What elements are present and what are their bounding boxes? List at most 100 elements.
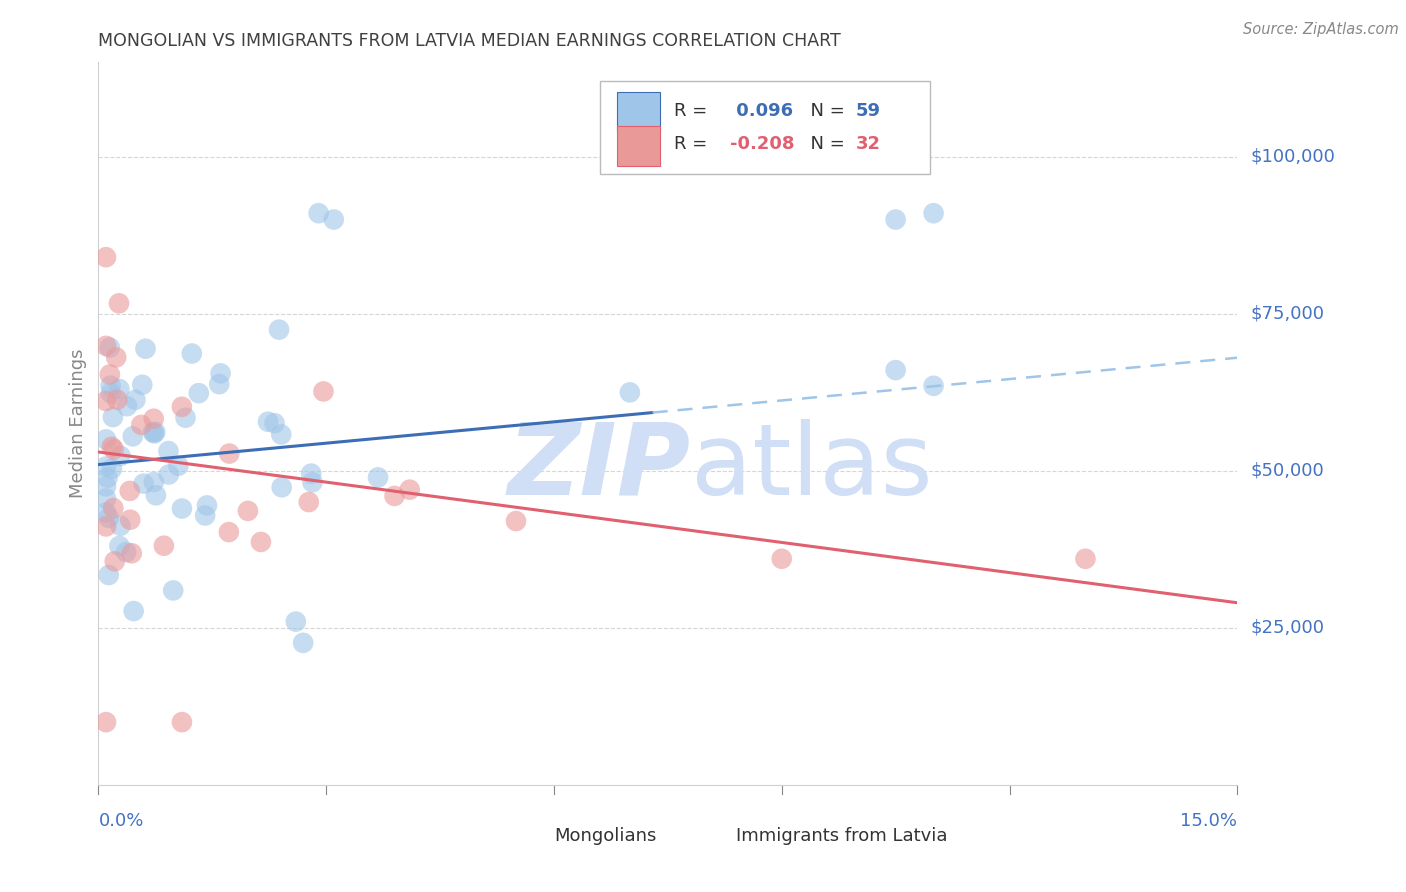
Point: [770, 551, 793, 566]
Point: [98, 341, 121, 355]
Point: [322, 212, 344, 227]
Point: [129, 417, 152, 432]
Point: [312, 384, 335, 399]
Point: [100, 386, 122, 401]
Point: [101, 461, 124, 475]
Point: [208, 377, 231, 392]
Text: R =: R =: [673, 136, 713, 153]
Point: [108, 539, 131, 553]
Point: [308, 206, 330, 220]
Point: [124, 392, 146, 407]
Point: [505, 514, 527, 528]
Point: [180, 346, 202, 360]
Point: [153, 539, 176, 553]
Text: Source: ZipAtlas.com: Source: ZipAtlas.com: [1243, 22, 1399, 37]
Point: [143, 426, 166, 441]
Point: [195, 499, 218, 513]
Point: [884, 363, 907, 377]
Point: [619, 385, 641, 400]
Point: [115, 545, 138, 559]
Point: [398, 483, 420, 497]
Point: [298, 495, 321, 509]
Text: ZIP: ZIP: [508, 418, 690, 516]
Point: [118, 483, 141, 498]
Text: 59: 59: [856, 102, 880, 120]
Point: [142, 425, 165, 439]
Point: [170, 400, 193, 414]
Point: [267, 323, 290, 337]
Point: [101, 410, 124, 425]
Point: [167, 458, 190, 473]
Point: [922, 206, 945, 220]
Point: [103, 442, 125, 457]
Point: [94, 250, 117, 264]
Point: [1074, 551, 1097, 566]
Text: 32: 32: [856, 136, 880, 153]
Point: [94, 715, 117, 730]
Text: 15.0%: 15.0%: [1180, 813, 1237, 830]
Point: [103, 501, 125, 516]
Point: [263, 416, 285, 430]
Text: N =: N =: [799, 102, 851, 120]
Point: [100, 440, 122, 454]
Point: [194, 508, 217, 523]
Point: [98, 368, 121, 382]
Point: [120, 513, 142, 527]
Point: [132, 476, 155, 491]
Point: [94, 459, 117, 474]
FancyBboxPatch shape: [617, 126, 659, 166]
Point: [94, 519, 117, 533]
Point: [94, 433, 117, 447]
Point: [187, 386, 209, 401]
Point: [236, 504, 259, 518]
FancyBboxPatch shape: [599, 80, 929, 175]
Point: [292, 636, 315, 650]
FancyBboxPatch shape: [509, 821, 546, 850]
Point: [105, 392, 128, 407]
Point: [257, 415, 280, 429]
Point: [100, 378, 122, 392]
Point: [94, 506, 117, 520]
Point: [94, 339, 117, 353]
Point: [105, 351, 128, 365]
Text: MONGOLIAN VS IMMIGRANTS FROM LATVIA MEDIAN EARNINGS CORRELATION CHART: MONGOLIAN VS IMMIGRANTS FROM LATVIA MEDI…: [98, 32, 841, 50]
Y-axis label: Median Earnings: Median Earnings: [69, 349, 87, 499]
Text: $100,000: $100,000: [1251, 148, 1336, 166]
Point: [142, 475, 165, 489]
Point: [131, 377, 153, 392]
Point: [134, 342, 156, 356]
Point: [122, 604, 145, 618]
Point: [884, 212, 907, 227]
Text: 0.0%: 0.0%: [98, 813, 143, 830]
Point: [110, 449, 132, 463]
Point: [108, 296, 131, 310]
Text: R =: R =: [673, 102, 713, 120]
Point: [170, 715, 193, 730]
Point: [145, 488, 167, 502]
Point: [209, 367, 232, 381]
Point: [170, 501, 193, 516]
Point: [157, 444, 180, 458]
Point: [108, 382, 131, 396]
Point: [299, 467, 322, 481]
Point: [270, 480, 292, 494]
Point: [218, 525, 240, 540]
Point: [157, 467, 180, 482]
Point: [284, 615, 307, 629]
Text: $75,000: $75,000: [1251, 305, 1324, 323]
Point: [218, 446, 240, 460]
Point: [922, 379, 945, 393]
Point: [301, 475, 323, 490]
Point: [250, 535, 273, 549]
Text: atlas: atlas: [690, 418, 932, 516]
Point: [162, 583, 184, 598]
Point: [110, 518, 132, 533]
Point: [121, 546, 143, 560]
Text: 0.096: 0.096: [731, 102, 793, 120]
Text: -0.208: -0.208: [731, 136, 794, 153]
FancyBboxPatch shape: [690, 821, 727, 850]
Point: [94, 394, 117, 409]
Point: [384, 489, 406, 503]
Point: [143, 425, 166, 439]
FancyBboxPatch shape: [617, 92, 659, 132]
